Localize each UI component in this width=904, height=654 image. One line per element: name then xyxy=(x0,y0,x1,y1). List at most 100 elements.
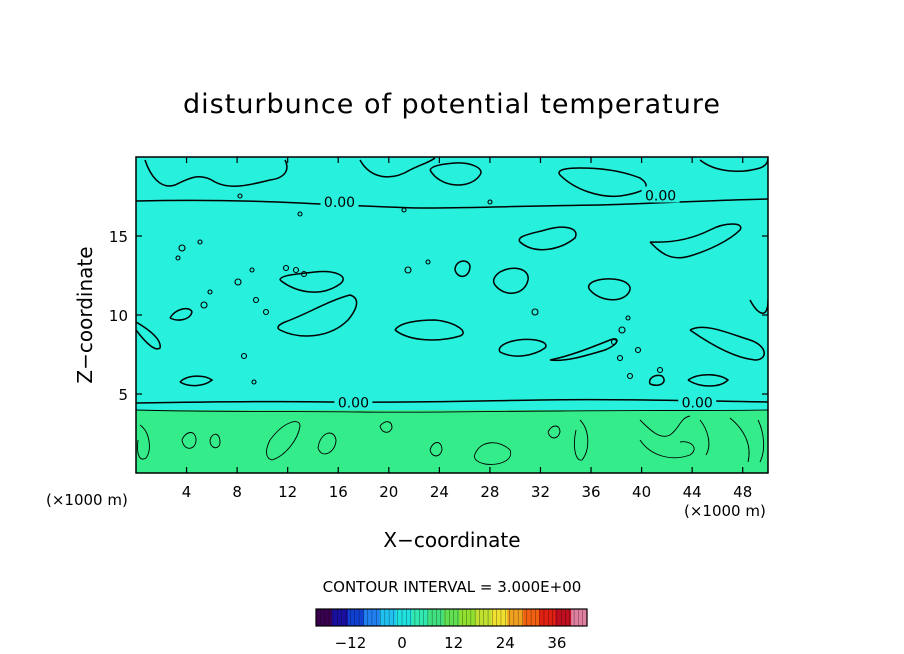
contour-line xyxy=(277,294,358,337)
contour-cell xyxy=(425,259,431,265)
colorbar-segment xyxy=(555,609,572,626)
contour-line xyxy=(757,419,765,463)
contour-cell xyxy=(300,270,308,278)
contour-cell xyxy=(487,199,493,205)
x-tick-label: 36 xyxy=(581,483,600,501)
x-tick-label: 24 xyxy=(430,483,449,501)
contour-cell xyxy=(175,255,181,261)
x-axis-label: X−coordinate xyxy=(383,528,520,552)
x-unit-left: (×1000 m) xyxy=(46,491,128,509)
colorbar-segment xyxy=(571,609,588,626)
contour-cell xyxy=(625,315,631,321)
contour-line xyxy=(558,167,647,198)
contour-line xyxy=(266,421,301,461)
colorbar-segment xyxy=(443,609,461,626)
x-tick-label: 12 xyxy=(278,483,297,501)
chart-title: disturbunce of potential temperature xyxy=(183,89,721,120)
contour-cell xyxy=(252,296,260,304)
contour-line xyxy=(573,419,589,461)
colorbar-tick-label: −12 xyxy=(335,634,367,652)
contour-cell xyxy=(262,308,270,316)
lower-field xyxy=(136,410,768,473)
contour-cell xyxy=(207,289,213,295)
contour-line xyxy=(144,159,288,187)
contour-line xyxy=(729,417,750,463)
contour-cell xyxy=(656,366,664,374)
y-tick-label: 15 xyxy=(109,228,128,246)
contour-line xyxy=(169,307,193,321)
contour-cell xyxy=(237,193,243,199)
contour-interval-label: CONTOUR INTERVAL = 3.000E+00 xyxy=(323,578,582,596)
colorbar-segment xyxy=(427,609,445,626)
contour-cell xyxy=(618,326,626,334)
contour-line xyxy=(429,162,482,186)
x-tick-label: 28 xyxy=(480,483,499,501)
contour-line xyxy=(136,409,768,413)
thick-contours xyxy=(136,157,768,404)
contour-line xyxy=(587,278,631,301)
contour-line xyxy=(317,432,337,455)
contour-cell xyxy=(197,239,203,245)
contour-line xyxy=(498,338,547,357)
contour-line xyxy=(136,398,768,404)
contour-line xyxy=(136,321,161,350)
x-tick-label: 48 xyxy=(733,483,752,501)
y-axis-ticks: 5 10 15 xyxy=(109,228,768,404)
contour-cell xyxy=(401,207,407,213)
colorbar-segment xyxy=(395,609,413,626)
lower-contours xyxy=(136,409,768,465)
contour-line xyxy=(379,421,393,433)
colorbar xyxy=(315,608,588,627)
contour-cell xyxy=(282,264,290,272)
contour-line xyxy=(648,374,665,387)
contour-cell xyxy=(240,352,248,360)
contour-line xyxy=(639,415,691,437)
contour-cell xyxy=(200,301,208,309)
contour-label: 0.00 xyxy=(338,395,369,411)
y-tick-label: 10 xyxy=(109,307,128,325)
contour-line xyxy=(492,267,529,294)
colorbar-segment xyxy=(331,609,349,626)
contour-line xyxy=(279,270,344,293)
x-axis-ticks: 4 8 12 16 20 24 28 32 36 40 44 48 xyxy=(182,157,752,501)
colorbar-segment xyxy=(491,609,508,626)
contour-cell xyxy=(178,244,186,252)
colorbar-segment xyxy=(347,609,365,626)
contour-cell xyxy=(616,354,624,362)
contour-cell xyxy=(531,308,539,316)
x-tick-label: 44 xyxy=(683,483,702,501)
contour-cell xyxy=(292,266,300,274)
x-tick-label: 40 xyxy=(632,483,651,501)
y-axis-label: Z−coordinate xyxy=(73,246,97,383)
colorbar-frame xyxy=(315,608,588,627)
contour-line xyxy=(179,375,214,387)
colorbar-segment xyxy=(379,609,397,626)
contour-cell xyxy=(251,379,257,385)
contour-cell xyxy=(249,267,255,273)
contour-cell xyxy=(404,266,412,274)
colorbar-tick-label: 12 xyxy=(444,634,463,652)
x-unit-right: (×1000 m) xyxy=(684,502,766,520)
colorbar-segment xyxy=(523,609,540,626)
colorbar-segment xyxy=(459,609,477,626)
contour-line xyxy=(359,157,436,178)
contour-line xyxy=(181,432,197,449)
contour-label: 0.00 xyxy=(324,195,355,211)
colorbar-tick-label: 0 xyxy=(397,634,407,652)
contour-line xyxy=(547,425,561,439)
colorbar-segment xyxy=(539,609,556,626)
contour-label-bg xyxy=(334,393,373,410)
x-tick-label: 32 xyxy=(531,483,550,501)
contour-line xyxy=(429,442,443,457)
contour-line xyxy=(454,260,471,278)
colorbar-tick-label: 36 xyxy=(547,634,566,652)
contour-cell xyxy=(234,278,242,286)
contour-line xyxy=(209,433,221,449)
contour-line xyxy=(639,439,695,459)
contour-cell xyxy=(634,346,642,354)
colorbar-segment xyxy=(411,609,429,626)
contour-cell xyxy=(610,338,618,346)
contour-cell xyxy=(626,372,634,380)
contour-line xyxy=(518,226,577,251)
